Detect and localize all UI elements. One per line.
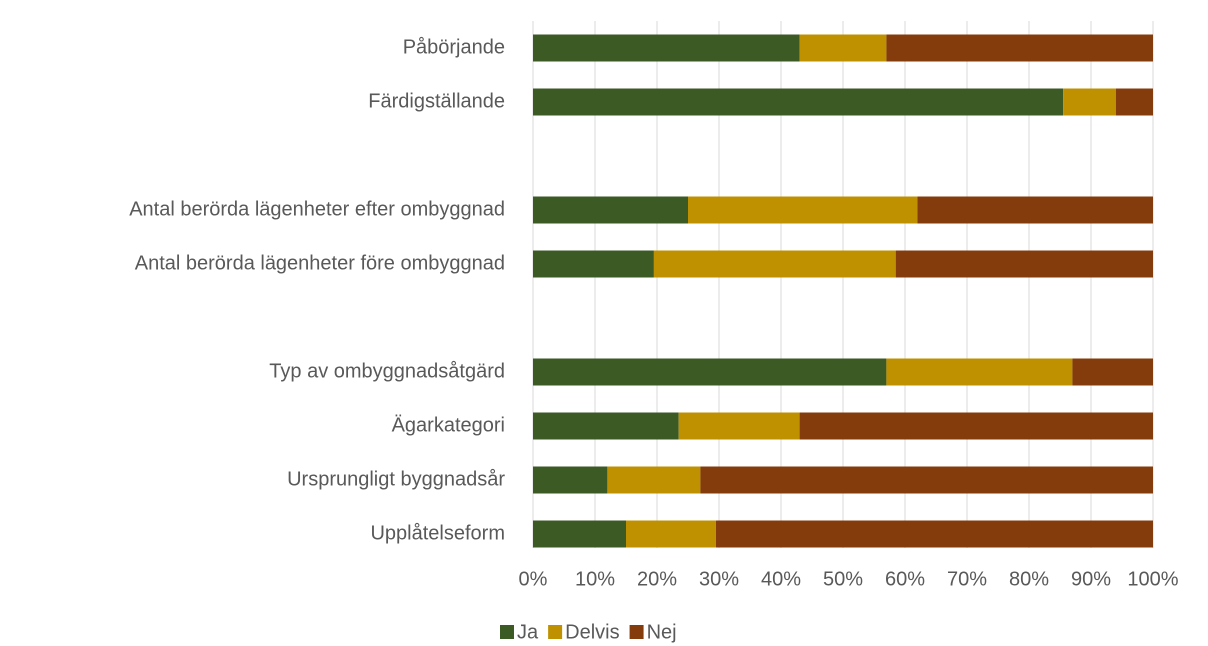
bar-segment	[533, 250, 654, 278]
legend-swatch	[548, 625, 563, 639]
bar-segment	[533, 358, 887, 386]
bar-segment	[533, 520, 626, 548]
x-tick-label: 0%	[519, 568, 548, 590]
y-tick-label: Ägarkategori	[392, 414, 505, 436]
bar-segment	[653, 250, 896, 278]
bar-segment	[533, 412, 679, 440]
x-tick-label: 30%	[699, 568, 739, 590]
bar-segment	[1063, 88, 1116, 116]
y-tick-label: Typ av ombyggnadsåtgärd	[269, 360, 505, 382]
x-tick-label: 50%	[823, 568, 863, 590]
bar-segment	[715, 520, 1153, 548]
bar-segment	[1115, 88, 1153, 116]
bar-segment	[607, 466, 701, 494]
bar-segment	[886, 358, 1073, 386]
x-tick-label: 100%	[1127, 568, 1178, 590]
legend-label: Delvis	[565, 621, 619, 643]
x-tick-label: 60%	[885, 568, 925, 590]
bar-segment	[1072, 358, 1153, 386]
y-tick-label: Färdigställande	[368, 90, 505, 112]
x-tick-label: 10%	[575, 568, 615, 590]
bar-segment	[700, 466, 1153, 494]
bar-segment	[533, 88, 1064, 116]
bar-segment	[626, 520, 716, 548]
bar-segment	[917, 196, 1153, 224]
bar-segment	[799, 412, 1153, 440]
x-tick-label: 20%	[637, 568, 677, 590]
bar-segment	[886, 34, 1153, 62]
bar-segment	[895, 250, 1153, 278]
y-tick-label: Antal berörda lägenheter före ombyggnad	[135, 252, 505, 274]
legend-label: Nej	[647, 621, 677, 643]
y-tick-label: Antal berörda lägenheter efter ombyggnad	[129, 198, 505, 220]
bar-segment	[678, 412, 800, 440]
bar-segment	[533, 466, 608, 494]
y-tick-label: Upplåtelseform	[370, 522, 505, 544]
bar-segment	[688, 196, 918, 224]
y-tick-label: Påbörjande	[403, 36, 505, 58]
bar-segment	[533, 196, 688, 224]
legend-swatch	[500, 625, 514, 639]
bar-segment	[799, 34, 887, 62]
x-tick-label: 80%	[1009, 568, 1049, 590]
x-tick-label: 70%	[947, 568, 987, 590]
x-tick-label: 90%	[1071, 568, 1111, 590]
legend-swatch	[629, 625, 644, 639]
x-tick-label: 40%	[761, 568, 801, 590]
y-tick-label: Ursprungligt byggnadsår	[287, 468, 505, 490]
bar-segment	[533, 34, 800, 62]
legend-label: Ja	[517, 621, 539, 643]
